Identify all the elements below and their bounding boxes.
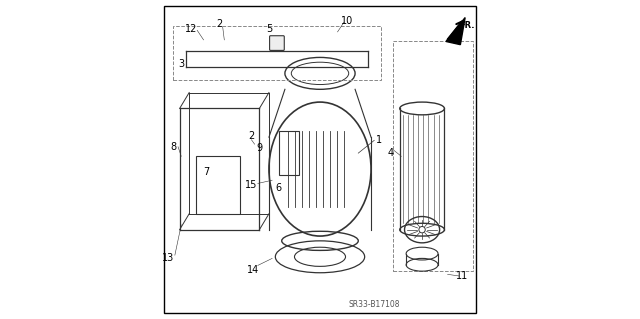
Text: 11: 11 (456, 271, 468, 281)
Text: 8: 8 (170, 142, 177, 152)
Text: 6: 6 (275, 183, 282, 193)
Text: 12: 12 (184, 24, 197, 34)
Text: 1: 1 (376, 135, 382, 145)
Bar (196, 156, 240, 214)
Text: 4: 4 (387, 148, 393, 158)
Polygon shape (446, 18, 465, 45)
Text: 7: 7 (204, 167, 210, 177)
FancyBboxPatch shape (269, 36, 284, 50)
Text: FR.: FR. (459, 21, 474, 30)
Bar (173, 26, 381, 80)
Text: 5: 5 (266, 24, 272, 34)
Text: 14: 14 (247, 264, 259, 275)
Text: 9: 9 (257, 143, 262, 153)
Text: 13: 13 (163, 253, 175, 263)
Text: 2: 2 (248, 130, 255, 141)
Bar (278, 131, 300, 175)
Text: 15: 15 (245, 180, 258, 190)
Bar (394, 41, 473, 271)
Text: SR33-B17108: SR33-B17108 (349, 300, 400, 309)
Text: 3: 3 (178, 59, 184, 69)
Text: 10: 10 (341, 16, 353, 26)
Text: 2: 2 (216, 19, 223, 29)
